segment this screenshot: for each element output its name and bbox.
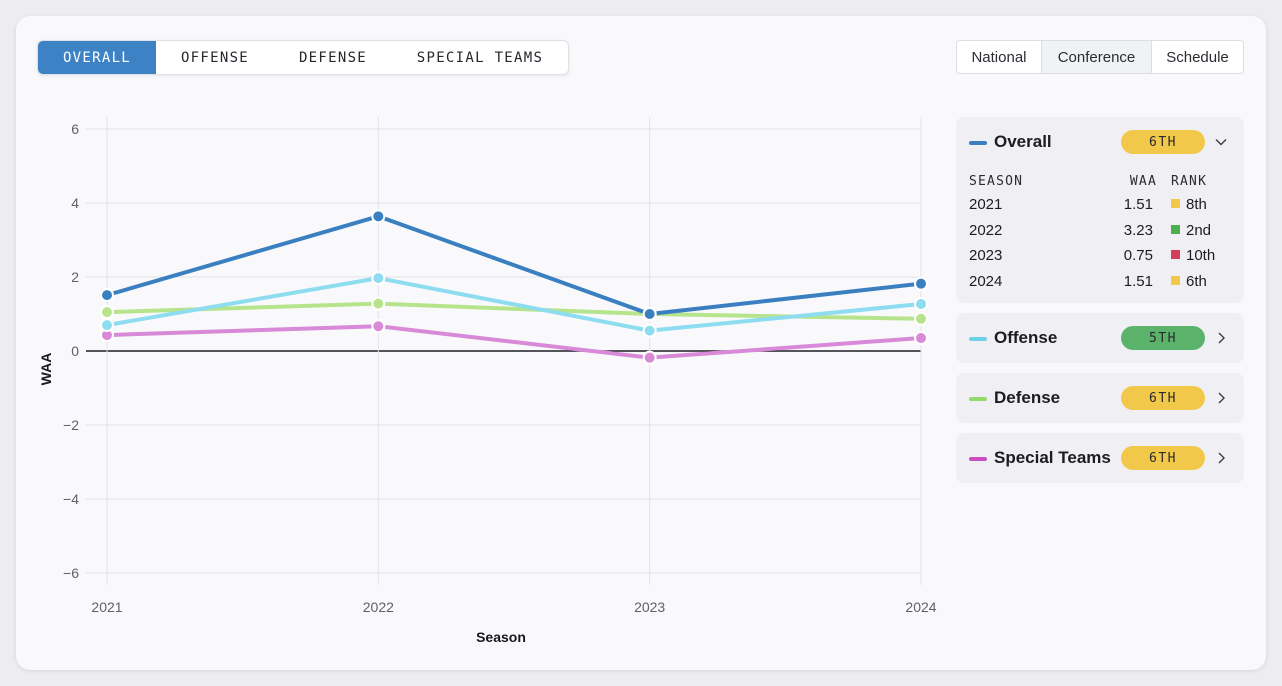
overall-swatch <box>969 141 987 145</box>
legend-panel-defense[interactable]: Defense 6TH <box>956 373 1244 423</box>
table-header: SEASON WAA RANK <box>969 174 1221 196</box>
row-rank: 10th <box>1171 247 1215 264</box>
y-tick-label: −4 <box>63 491 79 507</box>
row-waa: 0.75 <box>1123 247 1153 264</box>
tab-overall[interactable]: OVERALL <box>38 41 156 74</box>
header-season: SEASON <box>969 174 1024 189</box>
y-tick-label: 6 <box>71 121 79 137</box>
y-tick-label: −2 <box>63 417 79 433</box>
row-waa: 3.23 <box>1123 221 1153 239</box>
row-season: 2024 <box>969 272 1003 290</box>
point-special-teams[interactable] <box>642 350 657 365</box>
point-offense[interactable] <box>371 271 386 286</box>
tab-schedule[interactable]: Schedule <box>1166 48 1229 66</box>
rank-badge-defense: 6TH <box>1121 386 1205 410</box>
row-season: 2023 <box>969 247 1003 264</box>
x-tick-label: 2024 <box>905 599 936 615</box>
legend-title-offense: Offense <box>994 328 1058 347</box>
scope-tabs: National Conference Schedule <box>956 40 1244 74</box>
row-rank: 6th <box>1171 273 1207 290</box>
chevron-right-icon[interactable] <box>1213 390 1229 406</box>
legend-title-defense: Defense <box>994 388 1061 407</box>
tab-offense[interactable]: OFFENSE <box>180 49 250 66</box>
y-tick-label: 2 <box>71 269 79 285</box>
series-line-offense <box>105 276 923 333</box>
point-overall[interactable] <box>371 209 386 224</box>
row-waa: 1.51 <box>1123 196 1153 213</box>
defense-swatch <box>969 397 987 401</box>
row-rank: 2nd <box>1171 222 1211 239</box>
point-defense[interactable] <box>100 305 114 320</box>
point-defense[interactable] <box>371 296 386 311</box>
rank-badge-special-teams: 6TH <box>1121 446 1205 470</box>
legend-panel-offense[interactable]: Offense 5TH <box>956 313 1244 363</box>
chevron-right-icon[interactable] <box>1213 450 1229 466</box>
tab-national[interactable]: National <box>957 41 1042 73</box>
rank-dot <box>1171 275 1180 285</box>
x-tick-label: 2021 <box>91 599 122 615</box>
chevron-right-icon[interactable] <box>1213 330 1229 346</box>
point-defense[interactable] <box>914 311 928 326</box>
point-offense[interactable] <box>642 323 657 338</box>
series-line-overall <box>105 214 923 316</box>
series-line-special-teams <box>105 324 923 360</box>
header-waa: WAA <box>1129 174 1157 189</box>
point-overall[interactable] <box>100 288 114 303</box>
rank-dot <box>1171 250 1180 259</box>
offense-swatch <box>969 337 987 341</box>
header-rank: RANK <box>1171 174 1208 189</box>
x-tick-label: 2022 <box>363 599 394 615</box>
tab-conference[interactable]: Conference <box>1042 41 1152 73</box>
legend-title-overall: Overall <box>994 132 1052 151</box>
point-special-teams[interactable] <box>371 319 386 334</box>
x-tick-label: 2023 <box>634 599 665 615</box>
tab-defense[interactable]: DEFENSE <box>298 49 368 66</box>
point-overall[interactable] <box>642 307 657 321</box>
rank-badge-offense: 5TH <box>1121 326 1205 350</box>
x-axis-title: Season <box>476 629 526 645</box>
row-waa: 1.51 <box>1123 272 1153 290</box>
row-season: 2022 <box>969 221 1003 239</box>
point-overall[interactable] <box>914 276 928 291</box>
y-tick-label: −6 <box>63 565 79 581</box>
rank-dot <box>1171 199 1180 208</box>
special-teams-swatch <box>969 457 987 461</box>
season-rank-table: SEASON WAA RANK 2021 1.51 8th 2022 3.23 … <box>969 174 1221 298</box>
table-row: 2023 0.75 10th <box>969 247 1221 273</box>
segment-tabs: OVERALL OFFENSE DEFENSE SPECIAL TEAMS <box>37 40 569 75</box>
y-tick-label: 0 <box>71 343 79 359</box>
tab-special-teams[interactable]: SPECIAL TEAMS <box>416 49 544 66</box>
legend-panel-special-teams[interactable]: Special Teams 6TH <box>956 433 1244 483</box>
legend-title-special-teams: Special Teams <box>994 448 1111 467</box>
point-offense[interactable] <box>914 297 928 312</box>
rank-badge-overall: 6TH <box>1121 130 1205 154</box>
point-offense[interactable] <box>100 318 114 333</box>
row-season: 2021 <box>969 196 1003 213</box>
legend-panel-overall[interactable]: Overall 6TH SEASON WAA RANK 2021 1.51 8t… <box>956 117 1244 303</box>
rank-dot <box>1171 224 1180 234</box>
table-row: 2024 1.51 6th <box>969 273 1221 299</box>
table-row: 2022 3.23 2nd <box>969 222 1221 248</box>
table-row: 2021 1.51 8th <box>969 196 1221 222</box>
point-special-teams[interactable] <box>914 331 928 346</box>
row-rank: 8th <box>1171 196 1207 213</box>
chevron-down-icon[interactable] <box>1213 134 1229 150</box>
y-axis-title: WAA <box>38 353 54 386</box>
y-tick-label: 4 <box>71 195 79 211</box>
waa-line-chart: 6 4 2 0 −2 −4 −6 2021 2022 2023 2024 Season WAA <box>38 117 937 645</box>
